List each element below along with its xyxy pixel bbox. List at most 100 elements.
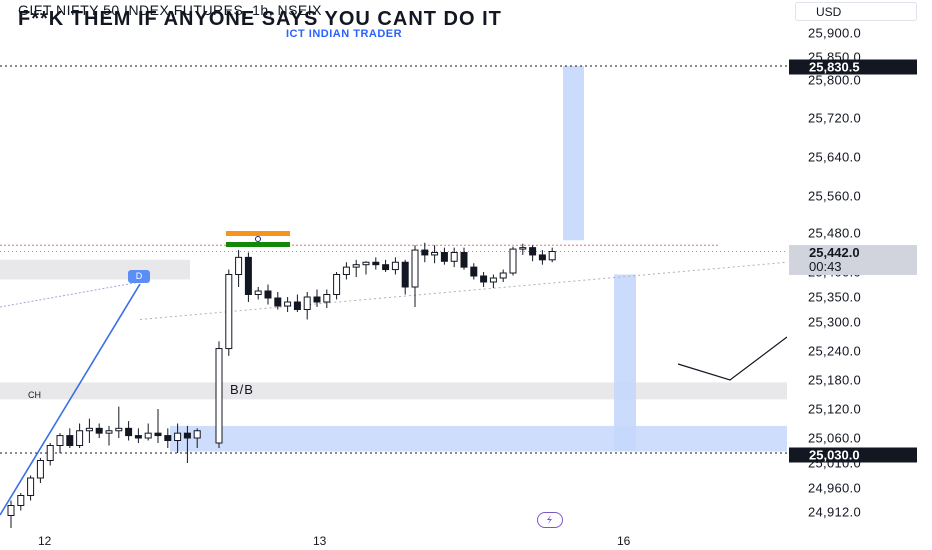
price-tick-label: 24,912.0 (808, 504, 862, 520)
candle-body (225, 274, 233, 350)
candle-body (17, 495, 25, 506)
time-tick-label: 13 (313, 534, 327, 548)
candle-body (27, 477, 35, 496)
candle-body (56, 435, 64, 447)
candle-body (144, 432, 152, 439)
candle (303, 292, 311, 320)
candle-body (401, 261, 409, 288)
price-tick-label: 24,960.0 (808, 480, 862, 496)
candle-body (85, 427, 93, 432)
candle-body (134, 435, 142, 439)
candle (440, 247, 448, 265)
rising-trendline (139, 261, 787, 320)
candle (519, 243, 527, 255)
target-zone-down (614, 274, 636, 451)
candle (76, 423, 84, 448)
candle (293, 294, 301, 312)
candle-body (489, 277, 497, 283)
candle (105, 425, 113, 446)
candle (509, 246, 517, 276)
candle (134, 428, 142, 443)
candle (174, 423, 182, 453)
upper-level-tag: 25,830.5 (789, 59, 917, 75)
india-flag-icon (226, 231, 290, 247)
candle (115, 406, 123, 438)
candle (215, 341, 223, 448)
currency-selector[interactable]: USD (795, 2, 917, 21)
candle (225, 269, 233, 356)
candle (323, 289, 331, 308)
candle (391, 257, 399, 275)
candle (460, 247, 468, 270)
candle-body (411, 249, 419, 288)
candle-body (460, 252, 468, 268)
bb-zone-label: B/B (230, 382, 254, 397)
candle (95, 423, 103, 438)
candle-body (154, 432, 162, 437)
candle-body (46, 445, 54, 461)
candle-body (440, 252, 448, 262)
candle (7, 500, 15, 528)
candle-body (105, 430, 113, 434)
candle-body (519, 247, 527, 250)
candle-body (450, 252, 458, 262)
price-axis[interactable]: 25,900.0 25,850.0 25,800.0 25,720.0 25,640.0… (787, 0, 932, 550)
candle-body (174, 432, 182, 441)
candle-body (470, 266, 478, 277)
gray-supply-zone (0, 259, 190, 280)
candle (36, 458, 44, 483)
price-tick-label: 25,240.0 (808, 343, 862, 359)
candle-body (548, 251, 556, 261)
candle (154, 409, 162, 443)
candle (529, 245, 537, 262)
candle (274, 292, 282, 310)
price-tick-label: 25,060.0 (808, 430, 862, 446)
candle-body (333, 274, 341, 295)
current-price-tag: 25,442.0 00:43 (789, 245, 917, 275)
candle-body (244, 256, 252, 295)
candle (450, 247, 458, 268)
candle (284, 297, 292, 312)
candle-body (431, 252, 439, 256)
candle (480, 272, 488, 287)
candle-body (421, 249, 429, 256)
price-tick-label: 25,720.0 (808, 110, 862, 126)
candle-body (264, 290, 272, 299)
candle (382, 259, 390, 272)
candle-body (76, 430, 84, 446)
candle (66, 428, 74, 448)
candle (254, 287, 262, 300)
candle-body (274, 297, 282, 307)
lower-level-tag: 25,030.0 (789, 447, 917, 463)
candle-body (342, 266, 350, 275)
candle-body (125, 427, 133, 437)
chart-canvas[interactable] (0, 0, 787, 550)
subheadline-text: ICT INDIAN TRADER (286, 28, 403, 40)
replay-icon[interactable] (537, 512, 563, 528)
candle (342, 262, 350, 280)
price-tick-label: 25,900.0 (808, 25, 862, 41)
projection-path (677, 336, 787, 381)
target-zone-up (563, 65, 584, 241)
candle-body (372, 261, 380, 266)
candle (244, 252, 252, 302)
price-tick-label: 25,300.0 (808, 314, 862, 330)
candle-body (183, 432, 191, 439)
headline-text: F**K THEM IF ANYONE SAYS YOU CANT DO IT (18, 8, 502, 30)
candle (431, 245, 439, 264)
candle-body (235, 256, 243, 275)
chart-area[interactable]: GIFT NIFTY 50 INDEX FUTURES, 1h, NSEIX F… (0, 0, 787, 550)
candle (538, 250, 546, 265)
candle-body (391, 261, 399, 271)
candle (499, 269, 507, 282)
candle-body (66, 435, 74, 447)
candle (27, 475, 35, 501)
candle-body (36, 460, 44, 479)
marker-d-badge[interactable]: D (128, 270, 150, 283)
bb-zone (0, 382, 787, 400)
candle-body (115, 427, 123, 432)
candle (164, 428, 172, 448)
candle (56, 433, 64, 453)
candle (470, 263, 478, 280)
candle-body (284, 301, 292, 307)
